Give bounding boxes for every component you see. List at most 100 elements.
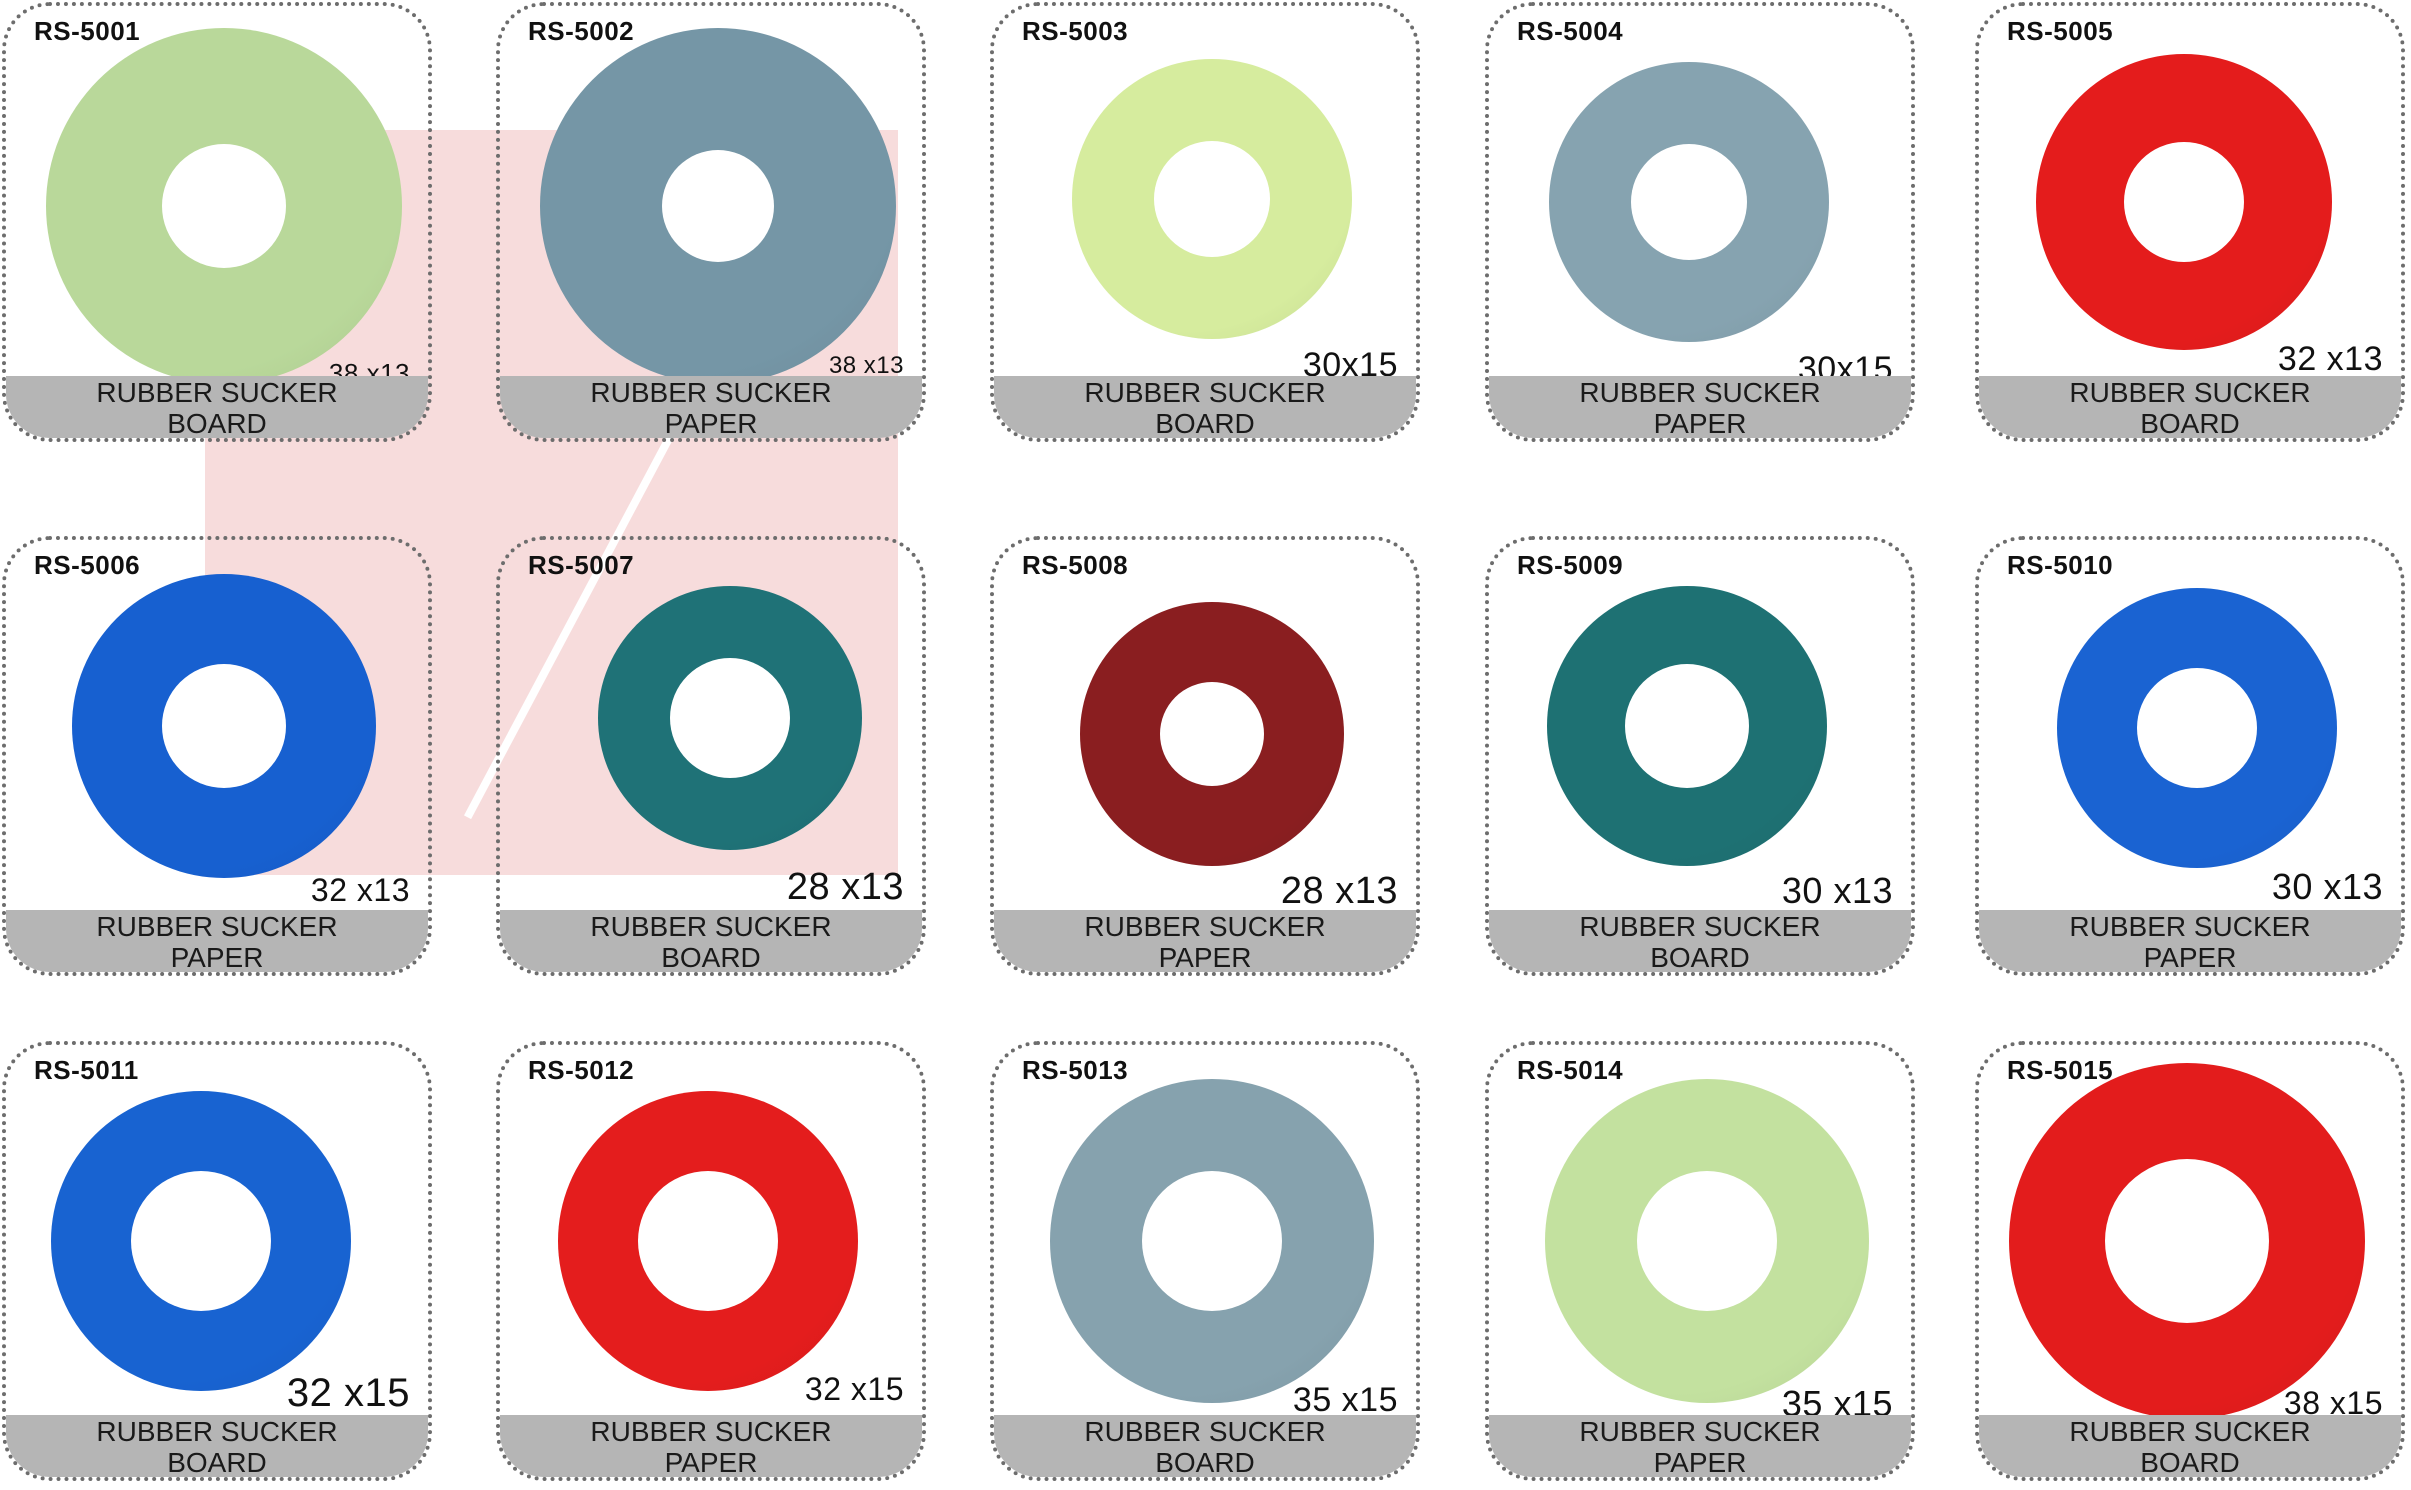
product-size-label: 38 x13 [828,352,904,379]
product-label-band: RUBBER SUCKER BOARD [1979,1415,2401,1477]
product-card[interactable]: RS-5010 30 x13 RUBBER SUCKER PAPER [1975,536,2405,976]
rubber-sucker-ring-image [540,28,896,384]
ring-center-hole [2105,1159,2269,1323]
product-type-label: RUBBER SUCKER [2069,911,2311,942]
ring-center-hole [131,1171,271,1311]
product-code: RS-5002 [528,16,635,46]
ring-center-hole [2124,142,2244,262]
rubber-sucker-ring-image [72,574,376,878]
product-code: RS-5005 [2007,16,2114,46]
product-code: RS-5008 [1022,550,1129,580]
product-card[interactable]: RS-5001 38 x13 RUBBER SUCKER BOARD [2,2,432,442]
ring-center-hole [670,658,790,778]
rubber-sucker-ring-image [1549,62,1829,342]
ring-center-hole [638,1171,778,1311]
product-card[interactable]: RS-5013 35 x15 RUBBER SUCKER BOARD [990,1041,1420,1481]
product-type-label: RUBBER SUCKER [1579,377,1821,408]
product-card[interactable]: RS-5004 30x15 RUBBER SUCKER PAPER [1485,2,1915,442]
product-size-label: 35 x15 [1292,1381,1398,1419]
product-material-label: BOARD [1155,408,1255,439]
product-label-band: RUBBER SUCKER BOARD [1979,376,2401,438]
product-label-band: RUBBER SUCKER PAPER [994,910,1416,972]
rubber-sucker-ring-image [1072,59,1352,339]
product-code: RS-5004 [1517,16,1624,46]
ring-center-hole [1631,144,1747,260]
product-code: RS-5015 [2007,1055,2114,1085]
product-label-band: RUBBER SUCKER BOARD [500,910,922,972]
product-material-label: BOARD [167,1447,267,1478]
product-material-label: PAPER [1653,408,1747,439]
product-material-label: PAPER [1653,1447,1747,1478]
ring-center-hole [2137,668,2257,788]
product-material-label: PAPER [2143,942,2237,973]
product-type-label: RUBBER SUCKER [2069,377,2311,408]
product-type-label: RUBBER SUCKER [590,377,832,408]
product-material-label: BOARD [1155,1447,1255,1478]
product-label-band: RUBBER SUCKER PAPER [500,1415,922,1477]
product-type-label: RUBBER SUCKER [1084,1416,1326,1447]
product-card[interactable]: RS-5015 38 x15 RUBBER SUCKER BOARD [1975,1041,2405,1481]
product-code: RS-5009 [1517,550,1624,580]
product-card[interactable]: RS-5011 32 x15 RUBBER SUCKER BOARD [2,1041,432,1481]
ring-center-hole [662,150,774,262]
product-card[interactable]: RS-5003 30x15 RUBBER SUCKER BOARD [990,2,1420,442]
product-code: RS-5011 [34,1055,139,1085]
product-card[interactable]: RS-5005 32 x13 RUBBER SUCKER BOARD [1975,2,2405,442]
product-type-label: RUBBER SUCKER [1579,1416,1821,1447]
product-type-label: RUBBER SUCKER [1579,911,1821,942]
product-type-label: RUBBER SUCKER [96,911,338,942]
product-card[interactable]: RS-5007 28 x13 RUBBER SUCKER BOARD [496,536,926,976]
product-code: RS-5014 [1517,1055,1624,1085]
product-code: RS-5001 [34,16,141,46]
product-material-label: PAPER [1158,942,1252,973]
product-type-label: RUBBER SUCKER [96,1416,338,1447]
product-code: RS-5006 [34,550,141,580]
product-card[interactable]: RS-5014 35 x15 RUBBER SUCKER PAPER [1485,1041,1915,1481]
ring-center-hole [1625,664,1749,788]
ring-center-hole [162,664,286,788]
ring-center-hole [1637,1171,1777,1311]
product-size-label: 32 x13 [2277,340,2383,378]
product-code: RS-5010 [2007,550,2114,580]
rubber-sucker-ring-image [558,1091,858,1391]
product-size-label: 28 x13 [1280,870,1398,912]
ring-center-hole [1154,141,1270,257]
product-size-label: 32 x13 [310,872,410,908]
rubber-sucker-ring-image [51,1091,351,1391]
rubber-sucker-ring-image [1050,1079,1374,1403]
product-material-label: BOARD [167,408,267,439]
product-card[interactable]: RS-5009 30 x13 RUBBER SUCKER BOARD [1485,536,1915,976]
rubber-sucker-ring-image [1080,602,1344,866]
product-card[interactable]: RS-5008 28 x13 RUBBER SUCKER PAPER [990,536,1420,976]
product-size-label: 28 x13 [786,866,904,908]
product-material-label: PAPER [664,1447,758,1478]
product-material-label: BOARD [1650,942,1750,973]
product-material-label: BOARD [2140,408,2240,439]
rubber-sucker-ring-image [598,586,862,850]
product-label-band: RUBBER SUCKER BOARD [994,376,1416,438]
product-code: RS-5003 [1022,16,1129,46]
rubber-sucker-ring-image [2036,54,2332,350]
product-card[interactable]: RS-5006 32 x13 RUBBER SUCKER PAPER [2,536,432,976]
product-label-band: RUBBER SUCKER PAPER [1489,1415,1911,1477]
product-size-label: 30 x13 [2271,866,2383,907]
product-size-label: 32 x15 [286,1371,410,1415]
product-label-band: RUBBER SUCKER PAPER [500,376,922,438]
product-type-label: RUBBER SUCKER [590,911,832,942]
product-card[interactable]: RS-5002 38 x13 RUBBER SUCKER PAPER [496,2,926,442]
product-type-label: RUBBER SUCKER [1084,911,1326,942]
product-type-label: RUBBER SUCKER [590,1416,832,1447]
ring-center-hole [162,144,286,268]
product-type-label: RUBBER SUCKER [1084,377,1326,408]
product-type-label: RUBBER SUCKER [96,377,338,408]
product-label-band: RUBBER SUCKER BOARD [6,1415,428,1477]
product-material-label: PAPER [170,942,264,973]
product-label-band: RUBBER SUCKER PAPER [1489,376,1911,438]
rubber-sucker-ring-image [46,28,402,384]
product-size-label: 30 x13 [1781,870,1893,911]
product-card[interactable]: RS-5012 32 x15 RUBBER SUCKER PAPER [496,1041,926,1481]
rubber-sucker-ring-image [1547,586,1827,866]
product-label-band: RUBBER SUCKER BOARD [1489,910,1911,972]
ring-center-hole [1142,1171,1282,1311]
product-code: RS-5012 [528,1055,635,1085]
